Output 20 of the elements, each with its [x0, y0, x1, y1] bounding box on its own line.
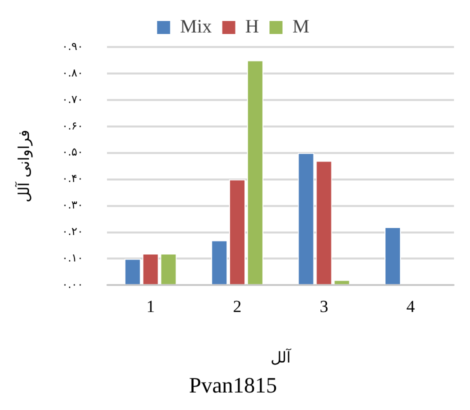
x-tick-label: 3	[320, 296, 328, 316]
y-tick-label: ۰.۵۰	[62, 146, 84, 159]
legend-label: Mix	[180, 16, 212, 38]
y-tick-label: ۰.۷۰	[62, 92, 84, 106]
y-tick-label: ۰.۳۰	[62, 198, 84, 212]
text: Pvan1815	[189, 372, 277, 398]
x-axis-title: آلل	[270, 347, 292, 366]
x-tick-label: 1	[146, 296, 155, 316]
x-tick-label: 4	[406, 296, 416, 316]
y-tick-label: ۰.۰۰	[62, 278, 84, 292]
y-tick-label: ۰.۸۰	[62, 66, 84, 80]
y-tick-label: ۰.۹۰	[62, 40, 84, 53]
legend-label: H	[245, 16, 260, 38]
y-axis-title: فراوانی آلل	[14, 130, 33, 202]
y-tick-label: ۰.۱۰	[62, 252, 84, 265]
y-tick-label: ۰.۲۰	[62, 225, 84, 238]
y-tick-label: ۰.۴۰	[62, 172, 84, 186]
x-tick-label: 2	[233, 296, 242, 316]
y-tick-label: ۰.۶۰	[62, 119, 84, 132]
legend-label: M	[292, 16, 310, 38]
